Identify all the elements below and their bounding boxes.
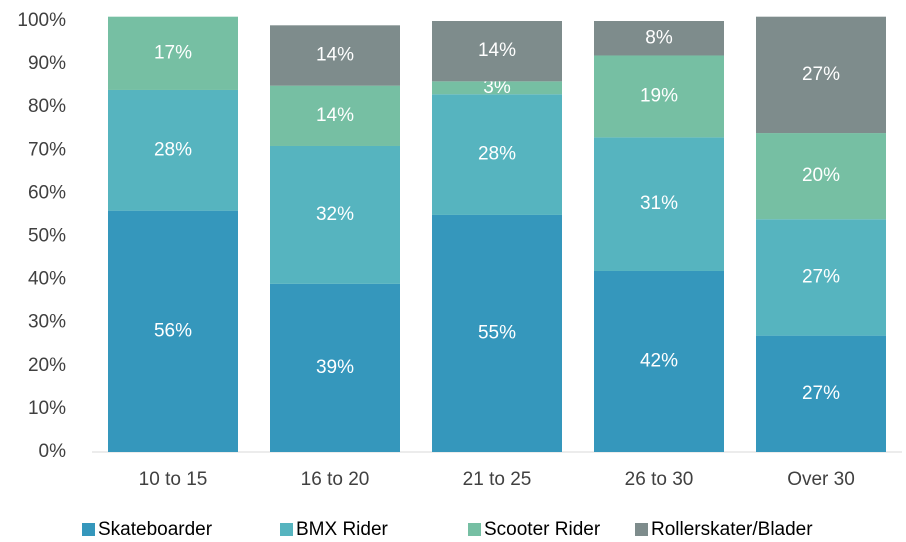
legend-label: Scooter Rider [484,519,601,540]
y-tick-label: 100% [17,10,66,31]
y-tick-label: 10% [28,398,66,419]
bar-segment [270,25,400,86]
data-label: 14% [316,44,354,65]
data-label: 14% [478,40,516,61]
data-label: 27% [802,266,840,287]
data-label: 56% [154,320,192,341]
legend-swatch [468,523,481,536]
legend-swatch [635,523,648,536]
y-tick-label: 30% [28,312,66,333]
y-tick-label: 80% [28,96,66,117]
y-tick-label: 60% [28,182,66,203]
y-tick-label: 0% [39,441,67,462]
y-tick-label: 70% [28,139,66,160]
bar-segment [108,16,238,90]
x-tick-label: 10 to 15 [139,469,208,490]
data-label: 32% [316,204,354,225]
bar-segment [432,21,562,82]
bar-segment [432,94,562,215]
data-label: 14% [316,105,354,126]
data-label: 17% [154,42,192,63]
bar-segment [756,335,886,452]
data-label: 27% [802,64,840,85]
y-tick-label: 50% [28,226,66,247]
legend-label: BMX Rider [296,519,389,540]
bar-segment [594,21,724,56]
bar-segment [594,55,724,138]
y-tick-label: 20% [28,355,66,376]
x-tick-label: 26 to 30 [625,469,694,490]
bar-segment [432,81,562,95]
legend-label: Rollerskater/Blader [651,519,813,540]
bar-segment [756,16,886,134]
bar-segment [270,283,400,452]
bar-segment [108,89,238,211]
y-tick-label: 90% [28,53,66,74]
bar-segment [756,219,886,336]
data-label: 55% [478,322,516,343]
x-tick-label: 16 to 20 [301,469,370,490]
x-tick-label: Over 30 [787,469,855,490]
bar-segment [594,270,724,452]
y-tick-label: 40% [28,269,66,290]
data-label: 31% [640,193,678,214]
legend-label: Skateboarder [98,519,213,540]
bar-segment [270,85,400,146]
bar-segment [270,145,400,284]
x-tick-label: 21 to 25 [463,469,532,490]
data-label: 42% [640,351,678,372]
data-label: 3% [483,77,511,98]
data-label: 28% [478,144,516,165]
bar-segment [756,133,886,220]
data-label: 27% [802,383,840,404]
bar-segment [432,214,562,452]
data-label: 19% [640,85,678,106]
data-label: 8% [645,27,673,48]
legend-swatch [82,523,95,536]
data-label: 20% [802,165,840,186]
legend-swatch [280,523,293,536]
bar-segment [594,137,724,271]
bar-segment [108,210,238,452]
data-label: 28% [154,139,192,160]
data-label: 39% [316,357,354,378]
